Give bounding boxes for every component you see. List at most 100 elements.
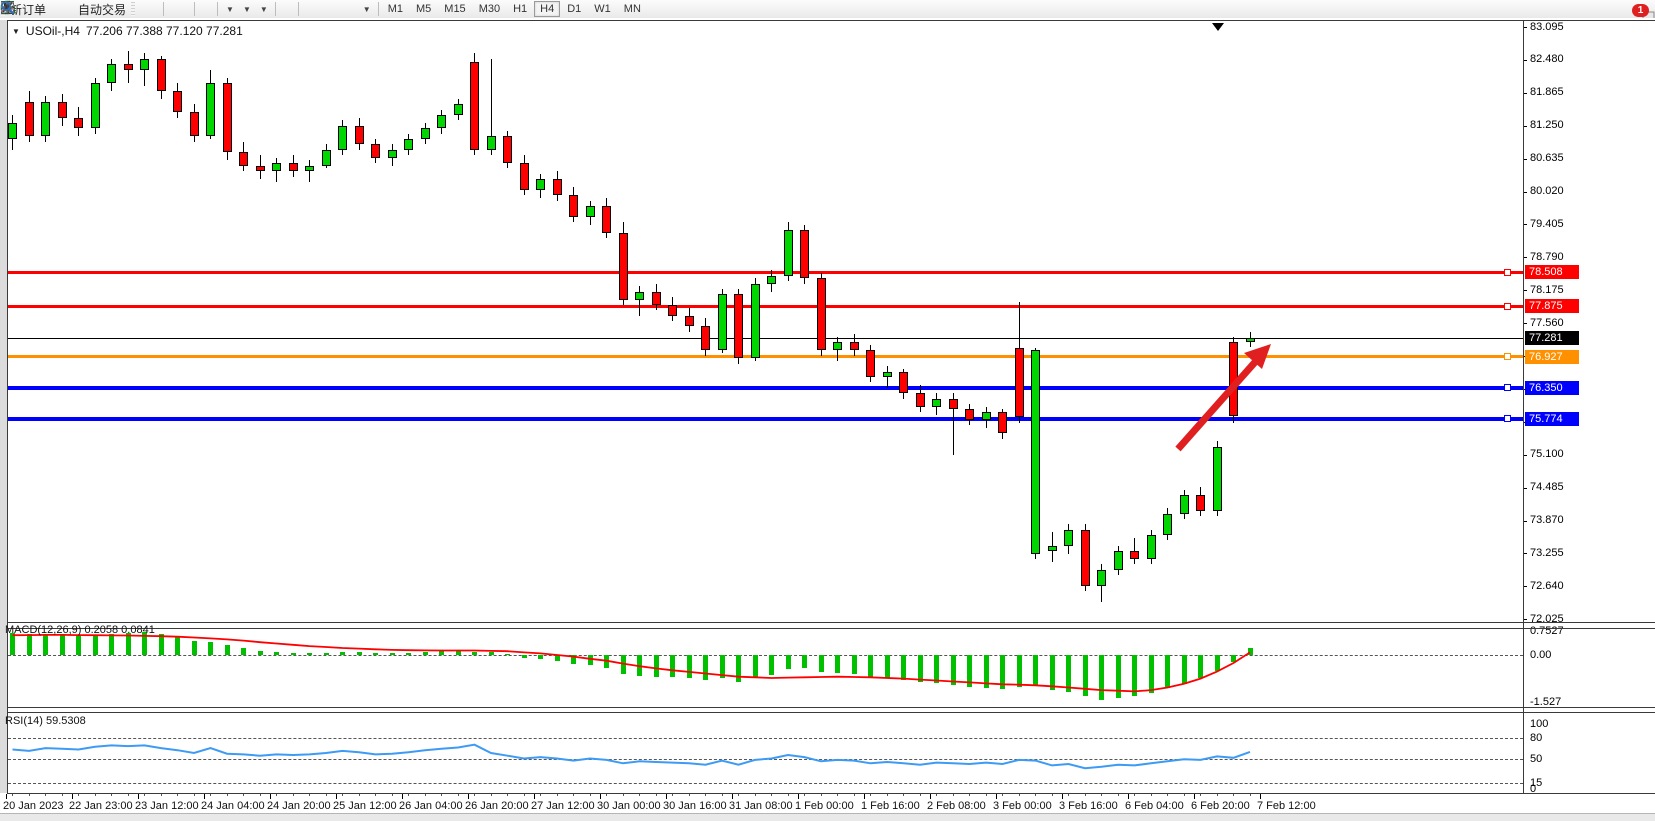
gold-gem-icon[interactable] [1, 0, 58, 18]
candlestick-chart-icon[interactable] [1, 0, 152, 18]
rsi-level-line [8, 758, 1523, 760]
time-axis-label: 7 Feb 12:00 [1257, 800, 1316, 812]
candlestick [90, 82, 100, 129]
candle-wick [490, 58, 492, 156]
bar-chart-icon[interactable] [2, 0, 144, 18]
time-axis-minor-tick [325, 794, 327, 796]
crosshair-icon[interactable] [1, 0, 295, 18]
line-handle[interactable] [1504, 384, 1511, 392]
text-tool[interactable]: A [3, 0, 350, 18]
one-click-trading-toggle[interactable]: ▼ [12, 26, 20, 36]
time-axis-minor-tick [1150, 794, 1152, 796]
time-axis-label: 22 Jan 23:00 [69, 800, 133, 812]
fibonacci-tool[interactable]: F [1, 0, 342, 18]
line-chart-icon[interactable] [0, 0, 160, 18]
time-axis-minor-tick [1051, 794, 1053, 796]
time-axis-label: 30 Jan 00:00 [597, 800, 661, 812]
candlestick [1179, 494, 1189, 514]
text-label-tool[interactable]: T [1, 0, 358, 18]
candlestick [107, 64, 116, 83]
line-handle[interactable] [1504, 353, 1511, 361]
autotrading-button[interactable]: 自动交易 [1, 0, 130, 18]
timeframe-button-M15[interactable]: M15 [444, 3, 466, 15]
price-axis-tick [1523, 125, 1527, 127]
horizontal-level-line[interactable] [8, 337, 1523, 339]
time-axis-minor-tick [1101, 794, 1102, 796]
candlestick [470, 61, 479, 150]
timeframe-button-MN[interactable]: MN [623, 3, 641, 15]
timeframe-button-M5[interactable]: M5 [416, 3, 432, 15]
horizontal-level-line[interactable] [8, 270, 1523, 274]
price-axis-label: 81.865 [1530, 86, 1564, 99]
candlestick [305, 165, 314, 172]
time-axis-minor-tick [144, 794, 145, 796]
time-axis-tick [1260, 794, 1261, 799]
horizontal-level-line[interactable] [8, 304, 1523, 308]
macd-histogram-bar [686, 655, 692, 678]
horizontal-level-line[interactable] [8, 416, 1523, 421]
price-axis-label: 73.255 [1530, 546, 1564, 559]
price-tag: 78.508 [1525, 265, 1579, 280]
time-axis-minor-tick [787, 794, 789, 796]
zoom-in-icon[interactable] [1, 0, 175, 18]
horizontal-line-tool[interactable] [1, 0, 318, 18]
macd-histogram-bar [1066, 655, 1071, 692]
timeframe-button-W1[interactable]: W1 [594, 3, 611, 15]
horizontal-level-line[interactable] [8, 355, 1523, 359]
zoom-out-icon[interactable] [1, 0, 183, 18]
chart-template-button[interactable]: ▼ [1, 0, 272, 18]
time-axis-minor-tick [820, 794, 822, 796]
price-tag: 76.927 [1525, 349, 1579, 364]
chevron-down-icon: ▼ [362, 4, 371, 14]
timeframe-button-M1[interactable]: M1 [387, 3, 403, 15]
equidistant-channel-tool[interactable]: E [0, 0, 334, 18]
time-axis-tick [1194, 794, 1195, 799]
macd-histogram-bar [934, 655, 939, 684]
rsi-level-line [8, 782, 1523, 784]
price-axis-tick [1523, 191, 1527, 193]
price-axis-label: 80.020 [1530, 185, 1564, 197]
price-tag: 77.875 [1525, 299, 1579, 314]
vertical-line-tool[interactable] [6, 0, 310, 18]
macd-histogram-bar [175, 637, 180, 655]
macd-histogram-bar [802, 655, 807, 668]
candle-wick [952, 393, 954, 455]
macd-scale-label: -1.527 [1530, 695, 1562, 708]
line-handle[interactable] [1504, 268, 1511, 276]
profile-icon[interactable] [1, 0, 66, 18]
timeframe-button-H1[interactable]: H1 [513, 3, 528, 15]
chart-canvas[interactable] [8, 21, 1523, 622]
arrow-shapes-tool[interactable]: ▼ [1, 0, 375, 18]
time-axis-minor-tick [210, 794, 211, 796]
price-axis-label: 77.560 [1530, 316, 1564, 329]
timeframe-clock-button[interactable]: ▼ [1, 0, 255, 18]
candlestick [1097, 569, 1106, 586]
macd-histogram-bar [587, 655, 593, 666]
time-axis-tick [204, 794, 205, 799]
tile-windows-icon[interactable] [1, 0, 191, 18]
add-indicator-button[interactable]: ▼ [1, 0, 238, 18]
time-axis-minor-tick [408, 794, 409, 796]
cursor-icon[interactable] [4, 0, 287, 18]
horizontal-level-line[interactable] [8, 385, 1523, 390]
time-axis-minor-tick [177, 794, 178, 796]
chart-shift-marker[interactable] [1212, 23, 1224, 31]
timeframe-button-H4[interactable]: H4 [534, 1, 561, 17]
rsi-scale-label: 100 [1530, 718, 1549, 730]
time-axis-minor-tick [276, 794, 277, 796]
macd-histogram-bar [488, 652, 494, 655]
line-handle[interactable] [1504, 415, 1511, 423]
timeframe-button-M30[interactable]: M30 [478, 3, 501, 15]
price-axis-label: 81.250 [1530, 119, 1564, 132]
time-axis-minor-tick [1233, 794, 1234, 796]
new-order-button[interactable]: 新订单 [6, 0, 50, 18]
signals-icon[interactable] [0, 0, 74, 18]
cascade-charts-icon[interactable] [1, 0, 214, 18]
macd-zero-line [8, 655, 1523, 656]
arrange-charts-icon[interactable] [1, 0, 206, 18]
timeframe-button-D1[interactable]: D1 [567, 3, 582, 15]
line-handle[interactable] [1504, 302, 1511, 310]
macd-histogram-bar [736, 655, 741, 683]
trend-line-tool[interactable] [1, 0, 326, 18]
notification-badge: 1 [1632, 4, 1649, 17]
